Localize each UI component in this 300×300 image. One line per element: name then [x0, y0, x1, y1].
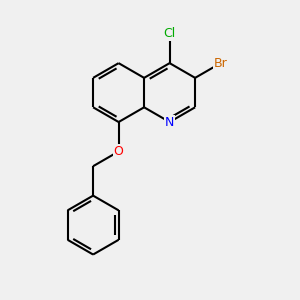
Text: Cl: Cl	[164, 27, 176, 40]
Text: Br: Br	[214, 57, 227, 70]
Text: N: N	[165, 116, 174, 128]
Text: O: O	[114, 145, 124, 158]
